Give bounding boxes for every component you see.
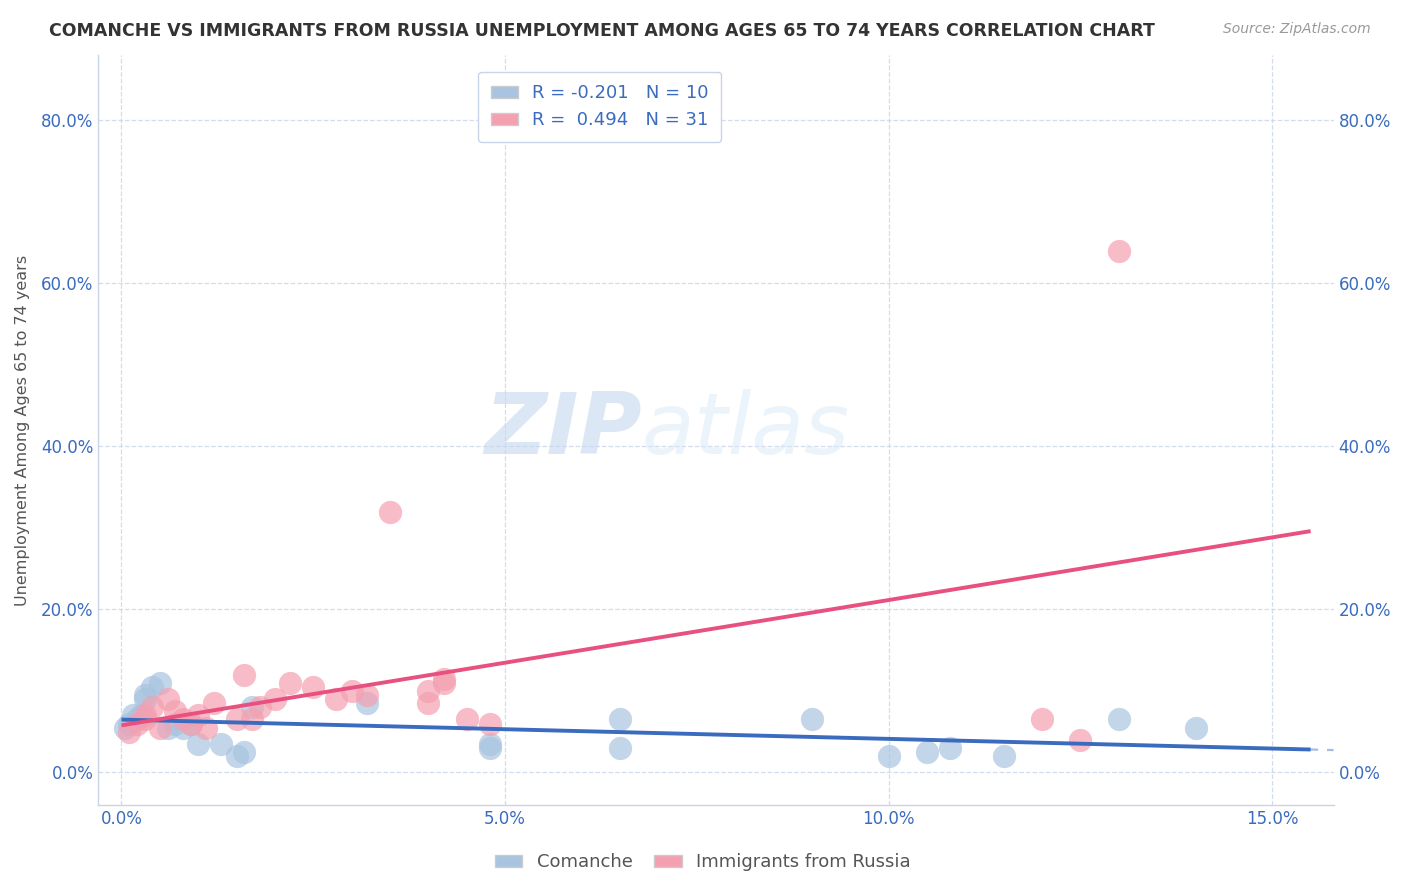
Text: atlas: atlas xyxy=(643,389,851,472)
Point xyxy=(264,692,287,706)
Legend: Comanche, Immigrants from Russia: Comanche, Immigrants from Russia xyxy=(488,847,918,879)
Point xyxy=(1108,713,1130,727)
Point xyxy=(134,688,156,702)
Point xyxy=(233,667,256,681)
Point xyxy=(418,684,440,698)
Point xyxy=(187,708,209,723)
Point xyxy=(172,713,194,727)
Point xyxy=(122,708,145,723)
Point xyxy=(877,749,900,764)
Point xyxy=(1031,713,1053,727)
Point xyxy=(478,737,501,751)
Point xyxy=(302,680,325,694)
Point xyxy=(433,675,456,690)
Point xyxy=(114,721,136,735)
Point xyxy=(156,692,179,706)
Point xyxy=(378,505,401,519)
Point xyxy=(993,749,1015,764)
Point xyxy=(165,716,187,731)
Point xyxy=(134,708,156,723)
Point xyxy=(134,713,156,727)
Point xyxy=(433,672,456,686)
Text: COMANCHE VS IMMIGRANTS FROM RUSSIA UNEMPLOYMENT AMONG AGES 65 TO 74 YEARS CORREL: COMANCHE VS IMMIGRANTS FROM RUSSIA UNEMP… xyxy=(49,22,1156,40)
Point xyxy=(240,713,263,727)
Point xyxy=(418,696,440,710)
Point xyxy=(915,745,938,759)
Point xyxy=(149,721,172,735)
Point xyxy=(240,700,263,714)
Point xyxy=(1184,721,1206,735)
Text: Source: ZipAtlas.com: Source: ZipAtlas.com xyxy=(1223,22,1371,37)
Point xyxy=(129,708,152,723)
Point xyxy=(800,713,823,727)
Point xyxy=(225,713,247,727)
Point xyxy=(165,704,187,718)
Point xyxy=(209,737,232,751)
Point xyxy=(172,721,194,735)
Point xyxy=(325,692,347,706)
Point xyxy=(141,680,163,694)
Text: ZIP: ZIP xyxy=(484,389,643,472)
Point xyxy=(156,721,179,735)
Point xyxy=(478,716,501,731)
Point xyxy=(180,716,202,731)
Point xyxy=(356,696,378,710)
Point xyxy=(125,713,148,727)
Point xyxy=(233,745,256,759)
Point xyxy=(134,692,156,706)
Point xyxy=(1069,732,1091,747)
Legend: R = -0.201   N = 10, R =  0.494   N = 31: R = -0.201 N = 10, R = 0.494 N = 31 xyxy=(478,71,721,142)
Point xyxy=(609,741,631,756)
Point xyxy=(118,724,141,739)
Point xyxy=(356,688,378,702)
Point xyxy=(478,741,501,756)
Point xyxy=(225,749,247,764)
Point xyxy=(125,716,148,731)
Point xyxy=(939,741,962,756)
Point xyxy=(1108,244,1130,258)
Point xyxy=(456,713,478,727)
Point xyxy=(609,713,631,727)
Point xyxy=(202,696,225,710)
Point xyxy=(141,700,163,714)
Point xyxy=(278,675,301,690)
Point xyxy=(180,716,202,731)
Y-axis label: Unemployment Among Ages 65 to 74 years: Unemployment Among Ages 65 to 74 years xyxy=(15,254,30,606)
Point xyxy=(187,737,209,751)
Point xyxy=(249,700,271,714)
Point xyxy=(118,716,141,731)
Point xyxy=(194,721,217,735)
Point xyxy=(149,675,172,690)
Point xyxy=(340,684,363,698)
